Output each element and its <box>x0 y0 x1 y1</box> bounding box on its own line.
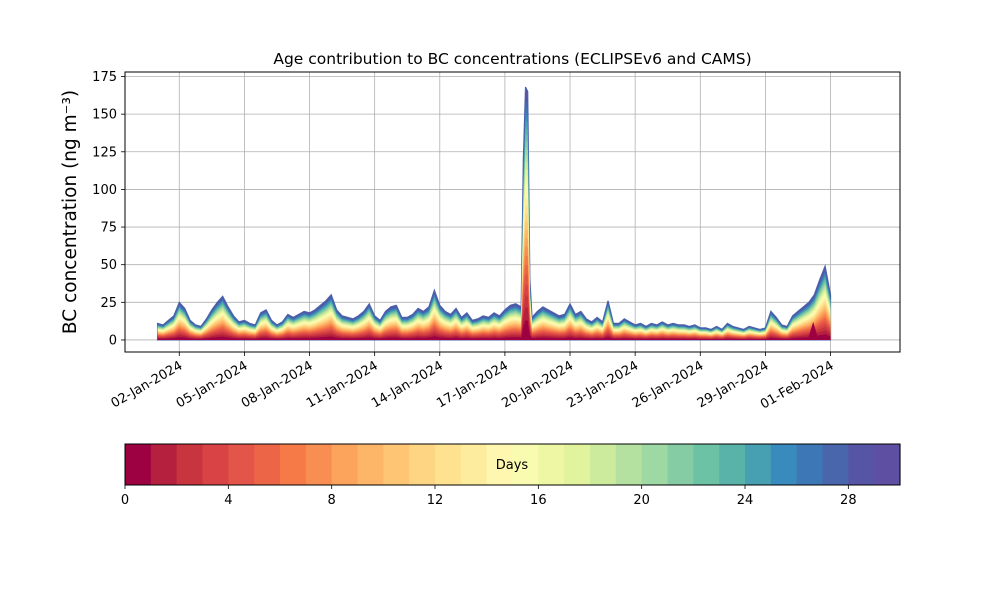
x-tick-label: 02-Jan-2024 <box>109 358 186 411</box>
y-axis: 0 25 50 75 100 125 150 175 <box>92 70 125 348</box>
age-band-area <box>157 153 831 340</box>
colorbar-segment <box>357 444 384 485</box>
x-tick-label: 20-Jan-2024 <box>499 358 576 411</box>
colorbar-segment <box>305 444 333 485</box>
colorbar-segment <box>796 444 824 485</box>
age-band-area <box>157 93 831 340</box>
x-tick-label: 01-Feb-2024 <box>758 358 837 412</box>
colorbar-segment <box>745 444 772 485</box>
colorbar-segment <box>641 444 669 485</box>
colorbar-tick-label: 16 <box>530 493 547 508</box>
colorbar-tick-label: 8 <box>328 493 336 508</box>
colorbar-segment <box>280 444 307 485</box>
age-band-area <box>157 132 831 340</box>
colorbar-tick-label: 0 <box>121 493 129 508</box>
colorbar-segment <box>822 444 849 485</box>
colorbar-segment <box>874 444 901 485</box>
age-contribution-areas <box>156 86 832 341</box>
colorbar-segment <box>383 444 410 485</box>
colorbar-segment <box>435 444 462 485</box>
x-tick-label: 17-Jan-2024 <box>434 358 511 411</box>
age-band-area <box>157 112 831 340</box>
age-band-area <box>807 321 819 340</box>
age-band-area <box>157 99 831 340</box>
plot-frame <box>124 71 901 353</box>
y-tick-label: 75 <box>100 221 117 236</box>
colorbar-segment <box>590 444 617 485</box>
grid <box>125 72 900 352</box>
x-tick-label: 11-Jan-2024 <box>304 358 381 411</box>
y-tick-label: 50 <box>100 258 117 273</box>
x-tick-label: 08-Jan-2024 <box>239 358 316 411</box>
y-tick-label: 100 <box>92 183 117 198</box>
age-band-area <box>157 106 831 340</box>
y-tick-label: 0 <box>109 333 117 348</box>
colorbar-segment <box>564 444 591 485</box>
colorbar-tick-label: 12 <box>427 493 444 508</box>
colorbar-tick-label: 28 <box>840 493 857 508</box>
y-tick-label: 175 <box>92 70 117 85</box>
colorbar-segment <box>331 444 359 485</box>
chart-title: Age contribution to BC concentrations (E… <box>273 50 751 68</box>
colorbar-segment <box>228 444 255 485</box>
colorbar-ticks: 0 4 8 12 16 20 24 28 <box>121 485 857 508</box>
colorbar-segment <box>176 444 204 485</box>
age-band-area <box>157 306 831 340</box>
y-tick-label: 150 <box>92 108 117 123</box>
y-axis-label: BC concentration (ng m⁻³) <box>60 90 81 334</box>
x-tick-label: 26-Jan-2024 <box>630 358 707 411</box>
colorbar <box>125 444 901 485</box>
colorbar-tick-label: 20 <box>633 493 650 508</box>
y-tick-label: 125 <box>92 145 117 160</box>
colorbar-segment <box>512 444 539 485</box>
colorbar-segment <box>719 444 746 485</box>
colorbar-segment <box>770 444 798 485</box>
colorbar-segment <box>693 444 720 485</box>
colorbar-frame <box>124 443 901 486</box>
colorbar-segment <box>202 444 229 485</box>
x-axis: 02-Jan-202405-Jan-202408-Jan-202411-Jan-… <box>109 352 837 412</box>
colorbar-tick-label: 4 <box>224 493 232 508</box>
age-band-area <box>157 139 831 340</box>
colorbar-segment <box>460 444 488 485</box>
colorbar-segment <box>486 444 514 485</box>
colorbar-segment <box>409 444 436 485</box>
age-band-area <box>157 119 831 340</box>
x-tick-label: 14-Jan-2024 <box>369 358 446 411</box>
x-tick-label: 05-Jan-2024 <box>174 358 251 411</box>
colorbar-segment <box>848 444 875 485</box>
colorbar-label: Days <box>496 458 529 473</box>
colorbar-segment <box>150 444 178 485</box>
age-band-area <box>157 126 831 340</box>
colorbar-segment <box>667 444 694 485</box>
colorbar-tick-label: 24 <box>737 493 754 508</box>
colorbar-segment <box>254 444 281 485</box>
x-tick-label: 23-Jan-2024 <box>565 358 642 411</box>
age-band-area <box>157 146 831 340</box>
y-tick-label: 25 <box>100 296 117 311</box>
colorbar-segment <box>538 444 565 485</box>
colorbar-segment <box>125 444 152 485</box>
age-band-area <box>157 320 831 340</box>
colorbar-segment <box>615 444 643 485</box>
